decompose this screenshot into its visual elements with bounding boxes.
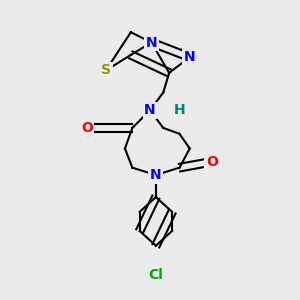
Text: N: N [146,35,157,50]
Text: N: N [144,103,156,117]
Text: O: O [81,121,93,135]
Text: O: O [206,155,218,169]
Text: Cl: Cl [148,268,163,282]
Text: N: N [184,50,196,64]
Text: H: H [174,103,185,117]
Text: N: N [150,168,162,182]
Text: S: S [101,64,111,77]
